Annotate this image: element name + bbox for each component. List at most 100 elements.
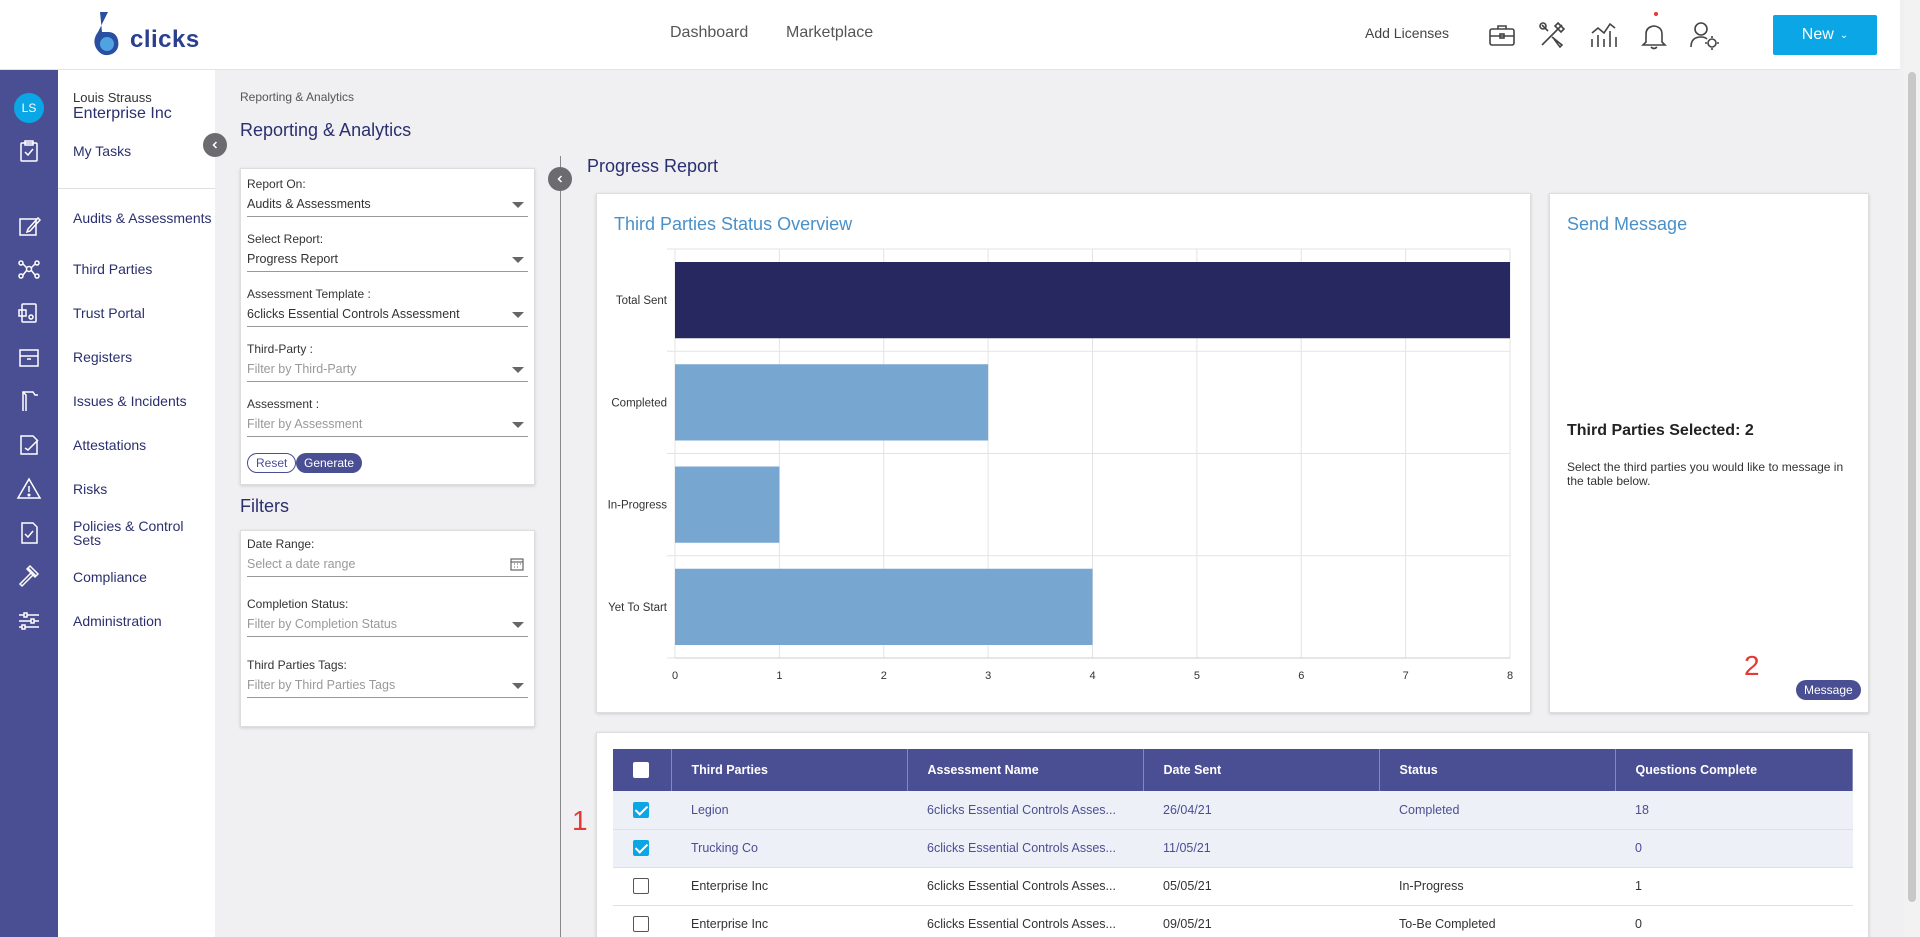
row-checkbox[interactable] bbox=[633, 840, 649, 856]
breadcrumb[interactable]: Reporting & Analytics bbox=[240, 90, 355, 104]
assessment-template-value: 6clicks Essential Controls Assessment bbox=[247, 307, 460, 321]
report-on-field[interactable]: Report On: Audits & Assessments bbox=[247, 177, 528, 217]
date-range-field[interactable]: Date Range: Select a date range bbox=[247, 537, 528, 577]
bell-icon[interactable] bbox=[1638, 19, 1670, 51]
panel-divider bbox=[560, 156, 561, 937]
bar-yet-to-start[interactable] bbox=[675, 568, 1093, 645]
col-date-sent[interactable]: Date Sent bbox=[1143, 749, 1380, 791]
org-name[interactable]: Enterprise Inc bbox=[73, 105, 172, 122]
x-tick-label: 6 bbox=[1298, 670, 1304, 682]
sidebar-item-trust-portal[interactable]: Trust Portal bbox=[73, 305, 145, 321]
x-tick-label: 5 bbox=[1194, 670, 1200, 682]
briefcase-icon[interactable] bbox=[1486, 19, 1518, 51]
cell-status: In-Progress bbox=[1379, 867, 1615, 906]
x-tick-label: 3 bbox=[985, 670, 991, 682]
icon-sidebar bbox=[0, 70, 58, 937]
completion-status-field[interactable]: Completion Status: Filter by Completion … bbox=[247, 597, 528, 637]
tools-icon[interactable] bbox=[1536, 19, 1568, 51]
logo-mark-icon bbox=[94, 12, 119, 56]
scrollbar-thumb[interactable] bbox=[1908, 72, 1916, 902]
sidebar-item-registers[interactable]: Registers bbox=[73, 349, 133, 365]
select-report-value: Progress Report bbox=[247, 252, 339, 266]
trust-portal-icon[interactable] bbox=[16, 300, 42, 326]
chevron-left-icon bbox=[557, 175, 563, 183]
caret-down-icon bbox=[512, 312, 524, 318]
collapse-sidebar-button[interactable] bbox=[203, 133, 227, 157]
generate-button[interactable]: Generate bbox=[296, 453, 363, 473]
col-assessment-name[interactable]: Assessment Name bbox=[907, 749, 1144, 791]
cell-questions: 0 bbox=[1615, 829, 1853, 868]
y-category-label: Total Sent bbox=[616, 295, 668, 307]
user-settings-icon[interactable] bbox=[1688, 19, 1720, 51]
sidebar-item-attestations[interactable]: Attestations bbox=[73, 437, 147, 453]
third-parties-table-card: Third Parties Assessment Name Date Sent … bbox=[596, 732, 1869, 937]
box-icon[interactable] bbox=[16, 344, 42, 370]
cell-assessment: 6clicks Essential Controls Asses... bbox=[907, 829, 1143, 868]
assessment-field[interactable]: Assessment : Filter by Assessment bbox=[247, 397, 528, 437]
reset-button[interactable]: Reset bbox=[247, 453, 297, 473]
chevron-down-icon: ⌄ bbox=[1839, 29, 1849, 41]
policy-icon[interactable] bbox=[16, 520, 42, 546]
edit-icon[interactable] bbox=[16, 213, 42, 239]
sidebar-item-my-tasks[interactable]: My Tasks bbox=[73, 143, 132, 159]
collapse-filters-button[interactable] bbox=[548, 167, 572, 191]
attest-icon[interactable] bbox=[16, 432, 42, 458]
status-overview-chart: 0 1 2 3 4 5 6 7 8 Total Sent Completed In-Progress Y… bbox=[608, 248, 1513, 682]
third-party-field[interactable]: Third-Party : Filter by Third-Party bbox=[247, 342, 528, 382]
sidebar-item-risks[interactable]: Risks bbox=[73, 481, 108, 497]
row-select-cell bbox=[613, 791, 671, 830]
tags-label: Third Parties Tags: bbox=[247, 658, 347, 672]
x-tick-label: 0 bbox=[672, 670, 678, 682]
x-tick-label: 1 bbox=[776, 670, 782, 682]
bar-total-sent[interactable] bbox=[675, 262, 1510, 339]
table-row[interactable]: Legion 6clicks Essential Controls Asses.… bbox=[613, 791, 1853, 830]
tags-field[interactable]: Third Parties Tags: Filter by Third Part… bbox=[247, 658, 528, 698]
message-button[interactable]: Message bbox=[1796, 680, 1861, 700]
add-licenses-link[interactable]: Add Licenses bbox=[1365, 25, 1450, 41]
annotation-2: 2 bbox=[1744, 650, 1760, 681]
sidebar-item-third-parties[interactable]: Third Parties bbox=[73, 261, 153, 277]
avatar[interactable]: LS bbox=[14, 93, 44, 123]
clipboard-check-icon[interactable] bbox=[16, 138, 42, 164]
bar-in-progress[interactable] bbox=[675, 466, 780, 543]
sidebar-item-issues[interactable]: Issues & Incidents bbox=[73, 393, 187, 409]
table-row[interactable]: Enterprise Inc 6clicks Essential Control… bbox=[613, 867, 1853, 906]
cell-status: Completed bbox=[1379, 791, 1615, 830]
cell-date: 05/05/21 bbox=[1143, 867, 1379, 906]
table-row[interactable]: Trucking Co 6clicks Essential Controls A… bbox=[613, 829, 1853, 868]
row-checkbox[interactable] bbox=[633, 878, 649, 894]
sidebar-item-administration[interactable]: Administration bbox=[73, 613, 162, 629]
network-icon[interactable] bbox=[16, 256, 42, 282]
flag-icon[interactable] bbox=[16, 388, 42, 414]
sidebar-item-compliance[interactable]: Compliance bbox=[73, 569, 147, 585]
report-title: Progress Report bbox=[587, 156, 719, 176]
send-message-card: Send Message Third Parties Selected: 2 S… bbox=[1549, 193, 1869, 713]
bar-completed[interactable] bbox=[675, 364, 989, 441]
nav-dashboard[interactable]: Dashboard bbox=[670, 24, 749, 41]
warning-icon[interactable] bbox=[16, 476, 42, 502]
nav-marketplace[interactable]: Marketplace bbox=[786, 24, 874, 41]
col-third-parties[interactable]: Third Parties bbox=[671, 749, 908, 791]
sliders-icon[interactable] bbox=[16, 608, 42, 634]
select-all-checkbox[interactable] bbox=[633, 762, 649, 778]
analytics-icon[interactable] bbox=[1587, 19, 1619, 51]
row-checkbox[interactable] bbox=[633, 916, 649, 932]
report-on-label: Report On: bbox=[247, 177, 306, 191]
sidebar-item-policies[interactable]: Policies & Control Sets bbox=[73, 518, 184, 548]
table-row[interactable]: Enterprise Inc 6clicks Essential Control… bbox=[613, 905, 1853, 937]
assessment-template-field[interactable]: Assessment Template : 6clicks Essential … bbox=[247, 287, 528, 327]
assessment-template-label: Assessment Template : bbox=[247, 287, 371, 301]
new-button[interactable]: New ⌄ bbox=[1773, 15, 1877, 55]
select-all-cell bbox=[613, 749, 672, 791]
row-checkbox[interactable] bbox=[633, 801, 649, 818]
calendar-icon[interactable] bbox=[510, 557, 524, 571]
col-status[interactable]: Status bbox=[1379, 749, 1616, 791]
app-logo[interactable]: clicks bbox=[86, 10, 206, 60]
cell-assessment: 6clicks Essential Controls Asses... bbox=[907, 867, 1143, 906]
x-tick-label: 2 bbox=[881, 670, 887, 682]
sidebar-item-audits[interactable]: Audits & Assessments bbox=[73, 210, 212, 226]
select-report-field[interactable]: Select Report: Progress Report bbox=[247, 232, 528, 272]
gavel-icon[interactable] bbox=[16, 564, 42, 590]
col-questions-complete[interactable]: Questions Complete bbox=[1615, 749, 1853, 791]
x-tick-label: 8 bbox=[1507, 670, 1513, 682]
